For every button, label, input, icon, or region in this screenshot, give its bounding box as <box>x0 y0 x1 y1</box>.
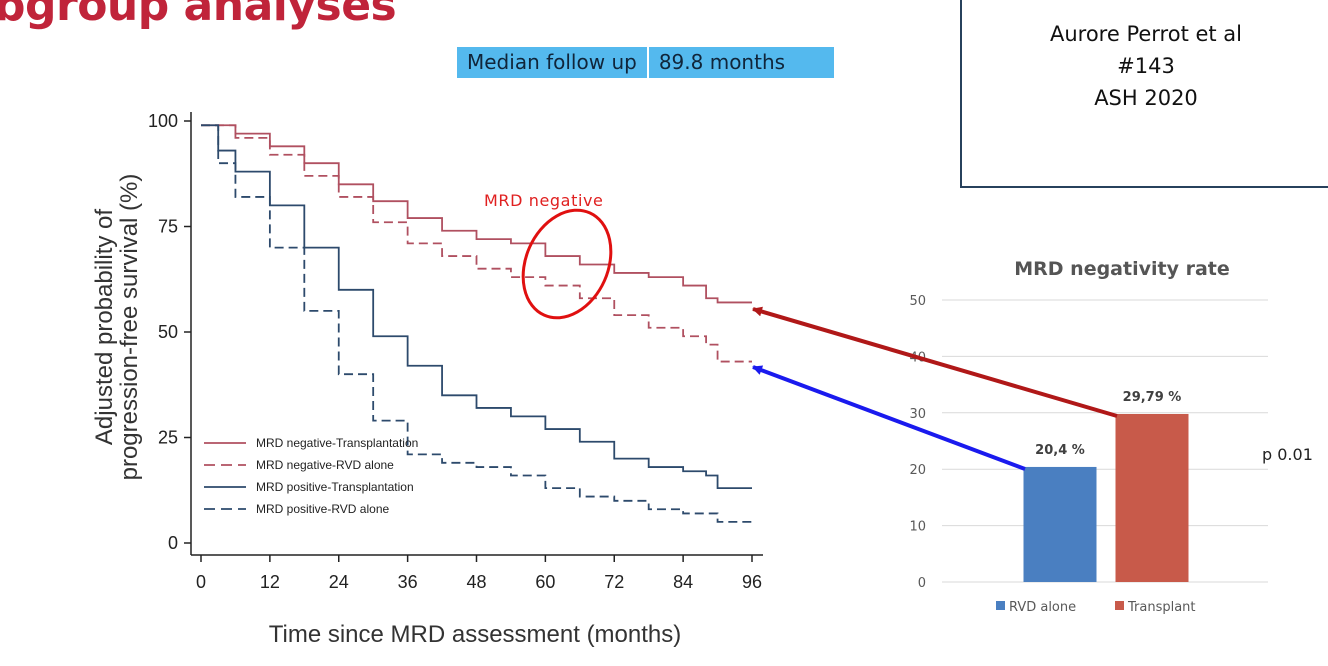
bar-rvd-alone <box>1023 466 1097 582</box>
km-series-line <box>201 124 752 523</box>
bar-y-tick-label: 20 <box>909 463 926 478</box>
p-value-label: p 0.01 <box>1262 445 1313 464</box>
follow-up-value: 89.8 months <box>646 47 834 78</box>
km-x-tick-label: 96 <box>742 572 762 592</box>
km-x-axis-label: Time since MRD assessment (months) <box>269 621 682 648</box>
mrd-negative-annotation: MRD negative <box>484 191 604 210</box>
km-y-tick-label: 25 <box>158 428 178 448</box>
rvd-arrow <box>752 365 1026 471</box>
follow-up-label: Median follow up <box>457 47 647 78</box>
km-y-tick-label: 50 <box>158 322 178 342</box>
bar-data-label: 29,79 % <box>1123 390 1182 405</box>
bar-transplant <box>1115 413 1189 582</box>
km-x-tick-label: 48 <box>466 572 486 592</box>
km-x-tick-label: 36 <box>398 572 418 592</box>
reference-abstract: #143 <box>1117 54 1175 78</box>
km-legend-label: MRD negative-RVD alone <box>256 458 394 472</box>
bar-y-tick-label: 0 <box>918 576 926 591</box>
km-legend: MRD negative-Transplantation MRD negative… <box>204 436 418 516</box>
slide-title: bgroup analyses <box>0 0 397 31</box>
bar-chart-title: MRD negativity rate <box>1014 258 1230 280</box>
km-x-tick-label: 72 <box>604 572 624 592</box>
km-x-tick-label: 60 <box>535 572 555 592</box>
km-y-axis-label-line1: Adjusted probability of <box>91 209 118 445</box>
bar-legend-swatch <box>1115 601 1124 610</box>
reference-authors: Aurore Perrot et al <box>1049 22 1243 46</box>
km-x-tick-label: 0 <box>196 572 206 592</box>
bar-legend: RVD alone Transplant <box>996 600 1196 615</box>
follow-up-banner: Median follow up 89.8 months <box>457 47 834 78</box>
km-x-tick-label: 24 <box>329 572 349 592</box>
bar-legend-swatch <box>996 601 1005 610</box>
annotation-circle <box>521 208 613 320</box>
km-series-line <box>201 124 752 490</box>
km-y-axis-label-line2: progression-free survival (%) <box>116 174 143 481</box>
km-series-line <box>201 124 752 304</box>
km-legend-label: MRD negative-Transplantation <box>256 436 418 450</box>
km-x-tick-label: 84 <box>673 572 693 592</box>
bar-y-tick-label: 30 <box>909 407 926 422</box>
bar-y-tick-label: 50 <box>909 294 926 309</box>
km-y-tick-label: 100 <box>148 111 178 131</box>
km-series-line <box>201 124 752 363</box>
mrd-negativity-bar-chart: MRD negativity rate 01020304050 20,4 %29… <box>909 258 1268 615</box>
km-y-tick-label: 75 <box>158 217 178 237</box>
km-legend-label: MRD positive-Transplantation <box>256 480 414 494</box>
bar-legend-label: Transplant <box>1127 600 1196 615</box>
bar-y-tick-label: 10 <box>909 520 926 535</box>
bar-data-label: 20,4 % <box>1035 443 1085 458</box>
bar-legend-label: RVD alone <box>1009 600 1076 615</box>
km-x-tick-label: 12 <box>260 572 280 592</box>
reference-box: Aurore Perrot et al #143 ASH 2020 <box>960 0 1328 188</box>
reference-meeting: ASH 2020 <box>1094 86 1198 110</box>
km-legend-label: MRD positive-RVD alone <box>256 502 389 516</box>
km-survival-chart: 0 25 50 75 100 0 12 24 36 48 60 72 84 96 Adjusted pr… <box>91 111 763 648</box>
km-y-tick-label: 0 <box>168 533 178 553</box>
transplant-arrow <box>752 306 1118 418</box>
